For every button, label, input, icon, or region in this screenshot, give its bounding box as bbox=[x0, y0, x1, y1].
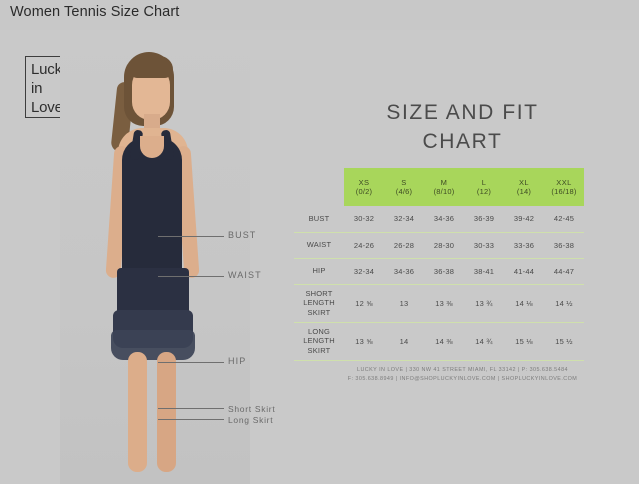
cell-hip-s: 34-36 bbox=[384, 257, 424, 284]
short-skirt-leader-line bbox=[158, 408, 224, 409]
column-header-xl-size: XL bbox=[519, 177, 529, 187]
footer-line-2: F: 305.638.8949 | INFO@SHOPLUCKYINLOVE.C… bbox=[347, 376, 578, 382]
cell-bust-xxl: 42-45 bbox=[553, 214, 575, 224]
column-header-xl: XL (14) bbox=[504, 168, 544, 206]
cell-long-skirt-xxl: 15 ½ bbox=[544, 321, 584, 361]
cell-bust-s: 32-34 bbox=[393, 214, 415, 224]
waist-leader-line bbox=[158, 276, 224, 277]
cell-hip-xl: 41-44 bbox=[504, 257, 544, 284]
row-label-long-length-skirt: LONG LENGTH SKIRT bbox=[294, 321, 344, 361]
cell-hip-xxl: 44-47 bbox=[544, 257, 584, 284]
cell-long-skirt-xs: 13 ⅝ bbox=[344, 321, 384, 361]
row-label-hip: HIP bbox=[294, 257, 344, 284]
cell-hip-m: 36-38 bbox=[424, 257, 464, 284]
cell-short-skirt-xl: 14 ⅛ bbox=[504, 283, 544, 322]
cell-waist-xxl: 36-38 bbox=[544, 231, 584, 258]
cell-waist-m: 28-30 bbox=[424, 231, 464, 258]
cell-bust-l: 36-39 bbox=[473, 214, 495, 224]
header-spacer bbox=[294, 168, 344, 206]
table-header-row: XS (0/2) S (4/6) M (8/10) bbox=[294, 168, 584, 206]
footer-contact: LUCKY IN LOVE | 330 NW 41 STREET MIAMI, … bbox=[286, 366, 639, 384]
cell-bust-xs: 30-32 bbox=[353, 214, 375, 224]
model-neckline bbox=[140, 136, 164, 158]
annotation-hip: HIP bbox=[228, 356, 247, 366]
table-body: BUST 30-32 32-34 34-36 36-39 39-42 42-45… bbox=[294, 206, 584, 361]
column-header-l-numeric: (12) bbox=[476, 187, 492, 196]
column-header-l: L (12) bbox=[464, 168, 504, 206]
cell-hip-xs: 32-34 bbox=[344, 257, 384, 284]
table-row: WAIST 24-26 26-28 28-30 30-33 33-36 36-3… bbox=[294, 231, 584, 258]
logo-line-love: Love bbox=[31, 99, 63, 116]
cell-short-skirt-xxl: 14 ½ bbox=[544, 283, 584, 322]
column-header-xl-numeric: (14) bbox=[516, 187, 532, 196]
table-row: SHORT LENGTH SKIRT 12 ⅝ 13 13 ⅜ 13 ¾ 14 … bbox=[294, 283, 584, 322]
cell-hip-l: 38-41 bbox=[464, 257, 504, 284]
row-label-short-length-skirt: SHORT LENGTH SKIRT bbox=[294, 283, 344, 322]
column-header-xs-numeric: (0/2) bbox=[355, 187, 373, 196]
column-header-s-numeric: (4/6) bbox=[395, 187, 413, 196]
cell-long-skirt-m: 14 ⅜ bbox=[424, 321, 464, 361]
column-header-m-size: M bbox=[440, 177, 448, 187]
cell-short-skirt-m: 13 ⅜ bbox=[424, 283, 464, 322]
chart-title: SIZE AND FIT CHART bbox=[286, 98, 639, 156]
cell-waist-xs: 24-26 bbox=[344, 231, 384, 258]
table-row: LONG LENGTH SKIRT 13 ⅝ 14 14 ⅜ 14 ¾ 15 ⅛… bbox=[294, 321, 584, 361]
table-header: XS (0/2) S (4/6) M (8/10) bbox=[294, 168, 584, 206]
bust-leader-line bbox=[158, 236, 224, 237]
hip-leader-line bbox=[158, 362, 224, 363]
annotation-waist: WAIST bbox=[228, 270, 262, 280]
column-header-xs-size: XS bbox=[358, 177, 370, 187]
model-skirt-ruffle-lower bbox=[111, 330, 195, 360]
footer-line-1: LUCKY IN LOVE | 330 NW 41 STREET MIAMI, … bbox=[357, 367, 568, 373]
column-header-s-size: S bbox=[401, 177, 407, 187]
chart-title-line2: CHART bbox=[422, 130, 503, 153]
logo-line-in: in bbox=[31, 80, 43, 97]
page-title: Women Tennis Size Chart bbox=[10, 4, 180, 20]
column-header-xxl-size: XXL bbox=[556, 177, 572, 187]
cell-waist-xl: 33-36 bbox=[504, 231, 544, 258]
row-label-bust: BUST bbox=[308, 214, 330, 223]
chart-title-line1: SIZE AND FIT bbox=[386, 101, 539, 124]
cell-waist-l: 30-33 bbox=[464, 231, 504, 258]
model-fringe bbox=[129, 56, 173, 78]
annotation-long-skirt: Long Skirt bbox=[228, 415, 274, 425]
long-skirt-leader-line bbox=[158, 419, 224, 420]
column-header-m-numeric: (8/10) bbox=[433, 187, 455, 196]
cell-bust-m: 34-36 bbox=[433, 214, 455, 224]
logo-line-lucky: Lucky bbox=[31, 61, 70, 78]
table-row: HIP 32-34 34-36 36-38 38-41 41-44 44-47 bbox=[294, 257, 584, 284]
column-header-s: S (4/6) bbox=[384, 168, 424, 206]
row-label-waist: WAIST bbox=[294, 231, 344, 258]
cell-long-skirt-xl: 15 ⅛ bbox=[504, 321, 544, 361]
size-chart-sheet: Lucky in Love BUST WAIST HIP Short Skirt… bbox=[0, 30, 639, 484]
cell-bust-xl: 39-42 bbox=[513, 214, 535, 224]
cell-long-skirt-l: 14 ¾ bbox=[464, 321, 504, 361]
cell-short-skirt-s: 13 bbox=[384, 283, 424, 322]
annotation-bust: BUST bbox=[228, 230, 257, 240]
column-header-xxl-numeric: (16/18) bbox=[551, 187, 577, 196]
chart-panel: SIZE AND FIT CHART XS (0/2) S bbox=[286, 30, 639, 484]
brand-logo: Lucky in Love bbox=[25, 56, 81, 118]
table-row: BUST 30-32 32-34 34-36 36-39 39-42 42-45 bbox=[294, 206, 584, 232]
cell-short-skirt-xs: 12 ⅝ bbox=[344, 283, 384, 322]
column-header-l-size: L bbox=[481, 177, 487, 187]
cell-waist-s: 26-28 bbox=[384, 231, 424, 258]
annotation-short-skirt: Short Skirt bbox=[228, 404, 276, 414]
cell-short-skirt-l: 13 ¾ bbox=[464, 283, 504, 322]
model-tank-top bbox=[122, 138, 182, 278]
size-fit-table: XS (0/2) S (4/6) M (8/10) bbox=[294, 168, 584, 361]
model-leg-right bbox=[157, 352, 176, 472]
column-header-xs: XS (0/2) bbox=[344, 168, 384, 206]
cell-long-skirt-s: 14 bbox=[384, 321, 424, 361]
column-header-xxl: XXL (16/18) bbox=[544, 168, 584, 206]
model-photo bbox=[60, 30, 250, 484]
column-header-m: M (8/10) bbox=[424, 168, 464, 206]
model-leg-left bbox=[128, 352, 147, 472]
